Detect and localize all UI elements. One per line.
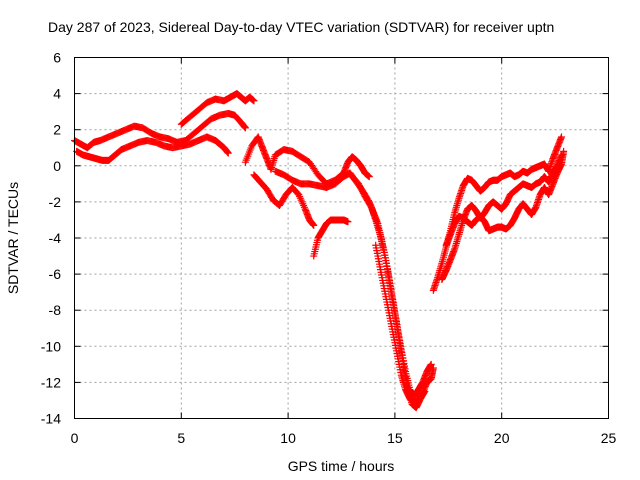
- data-point: [359, 188, 367, 196]
- data-points: [71, 90, 568, 412]
- y-tick-labels: -14 -12 -10 -8 -6 -4 -2 0 2 4 6: [41, 50, 61, 427]
- series-track-12: [442, 147, 568, 249]
- series-track-10: [429, 133, 566, 294]
- series-track-7: [348, 173, 435, 401]
- y-tick-label: 0: [53, 158, 61, 174]
- grid-lines: [74, 57, 609, 419]
- series-track-9: [310, 216, 352, 260]
- y-axis-label: SDTVAR / TECUs: [5, 182, 21, 294]
- x-tick-label: 15: [387, 430, 403, 446]
- x-tick-label: 5: [177, 430, 185, 446]
- y-tick-label: -6: [49, 266, 62, 282]
- y-tick-label: 4: [53, 86, 61, 102]
- x-tick-label: 0: [71, 430, 79, 446]
- x-tick-label: 20: [494, 430, 510, 446]
- series-track-6: [271, 167, 429, 412]
- series-track-3: [177, 90, 258, 128]
- data-point: [356, 183, 364, 191]
- y-tick-label: -12: [41, 374, 61, 390]
- y-tick-label: -2: [49, 194, 62, 210]
- data-point: [310, 221, 318, 229]
- data-point: [355, 180, 363, 188]
- data-point: [427, 360, 435, 368]
- data-point: [224, 149, 232, 157]
- data-point: [365, 173, 373, 181]
- x-tick-labels: 0 5 10 15 20 25: [71, 430, 617, 446]
- y-tick-label: -4: [49, 230, 62, 246]
- data-point: [560, 147, 568, 155]
- series-track-2: [73, 133, 232, 164]
- y-tick-label: 6: [53, 50, 61, 66]
- data-point: [429, 364, 437, 372]
- data-point: [358, 186, 366, 194]
- data-point: [241, 124, 249, 132]
- y-tick-label: -10: [41, 338, 61, 354]
- data-point: [359, 189, 367, 197]
- data-point: [558, 133, 566, 141]
- x-tick-label: 25: [601, 430, 617, 446]
- series-track-8: [372, 241, 437, 406]
- x-tick-label: 10: [280, 430, 296, 446]
- data-point: [250, 97, 258, 105]
- series-track-5: [250, 171, 318, 229]
- series-track-1: [71, 109, 249, 152]
- y-tick-label: -14: [41, 411, 61, 427]
- data-point: [344, 218, 352, 226]
- x-axis-label: GPS time / hours: [288, 458, 395, 474]
- data-point: [357, 185, 365, 193]
- y-tick-label: 2: [53, 122, 61, 138]
- series-track-4: [241, 133, 373, 188]
- data-point: [355, 181, 363, 189]
- chart-title: Day 287 of 2023, Sidereal Day-to-day VTE…: [48, 19, 554, 35]
- plot-frame: [74, 57, 609, 419]
- y-tick-label: -8: [49, 302, 62, 318]
- data-point: [367, 202, 375, 210]
